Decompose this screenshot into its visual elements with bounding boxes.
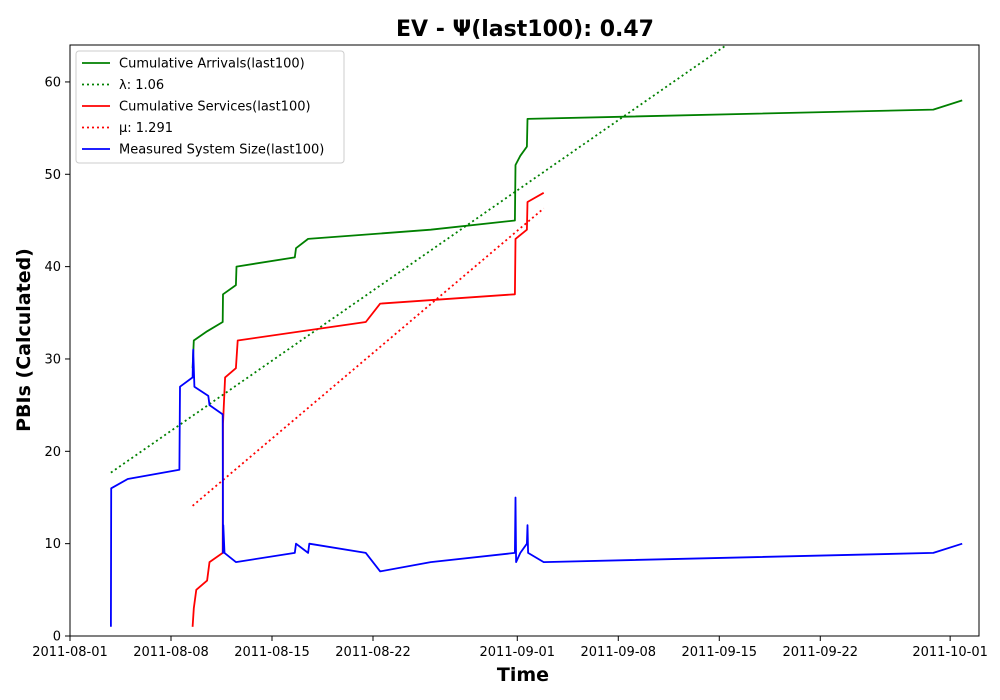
- x-tick-label: 2011-08-22: [335, 645, 411, 660]
- y-tick-label: 20: [44, 445, 61, 460]
- x-axis-ticks: 2011-08-01 2011-08-08 2011-08-15 2011-08-22…: [32, 636, 988, 660]
- series-line-4: [193, 208, 544, 505]
- y-tick-label: 60: [44, 75, 61, 90]
- chart-title: EV - Ψ(last100): 0.47: [396, 17, 654, 42]
- legend-label-1: Cumulative Arrivals(last100): [119, 57, 305, 72]
- y-axis-ticks: 0 10 20 30 40 50 60: [44, 75, 70, 644]
- series-line-5: [111, 350, 962, 627]
- x-tick-label: 2011-09-01: [480, 645, 556, 660]
- y-tick-label: 50: [44, 168, 61, 183]
- legend-label-5: Measured System Size(last100): [119, 143, 324, 158]
- x-tick-label: 2011-08-08: [133, 645, 209, 660]
- series-line-3: [193, 193, 544, 627]
- legend-label-2: λ: 1.06: [119, 78, 164, 93]
- x-tick-label: 2011-09-15: [682, 645, 758, 660]
- y-axis-label: PBIs (Calculated): [13, 248, 35, 432]
- legend: Cumulative Arrivals(last100) λ: 1.06 Cumul…: [76, 51, 344, 163]
- legend-label-4: μ: 1.291: [119, 121, 173, 136]
- y-tick-label: 30: [44, 352, 61, 367]
- x-tick-label: 2011-10-01: [912, 645, 988, 660]
- x-tick-label: 2011-08-01: [32, 645, 108, 660]
- y-tick-label: 10: [44, 537, 61, 552]
- x-tick-label: 2011-09-08: [581, 645, 657, 660]
- x-axis-label: Time: [497, 664, 549, 686]
- x-tick-label: 2011-09-22: [783, 645, 859, 660]
- legend-label-3: Cumulative Services(last100): [119, 100, 311, 115]
- x-tick-label: 2011-08-15: [234, 645, 310, 660]
- y-tick-label: 0: [53, 630, 61, 645]
- y-tick-label: 40: [44, 260, 61, 275]
